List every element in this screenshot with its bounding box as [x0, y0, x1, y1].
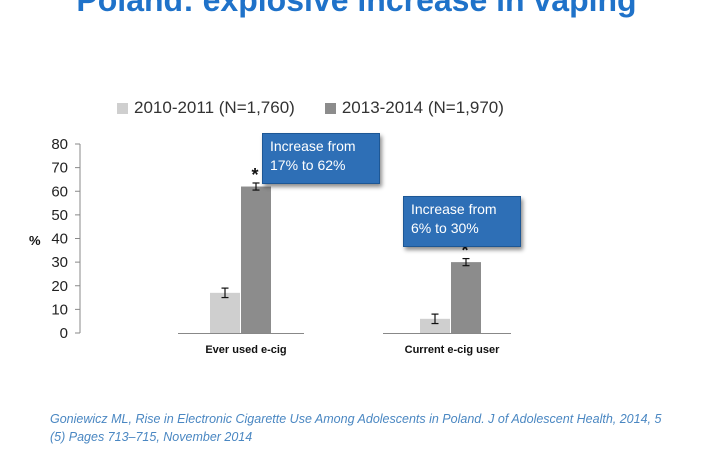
chart-legend: 2010-2011 (N=1,760) 2013-2014 (N=1,970): [117, 98, 534, 118]
legend-label-series-2: 2013-2014 (N=1,970): [341, 98, 504, 117]
y-tick-label: 60: [51, 183, 68, 200]
citation: Goniewicz ML, Rise in Electronic Cigaret…: [50, 412, 662, 444]
legend-item-series-1: 2010-2011 (N=1,760): [117, 98, 295, 118]
x-category-label: Ever used e-cig: [205, 344, 286, 356]
slide-title: Poland: explosive increase in vaping: [76, 0, 637, 18]
callout-ever-used: Increase from 17% to 62%: [262, 133, 380, 184]
bar-1-cat-1: [210, 292, 240, 333]
bar-1-cat-2: [420, 318, 450, 333]
legend-label-series-1: 2010-2011 (N=1,760): [134, 98, 295, 117]
y-axis-label: %: [29, 233, 41, 248]
y-tick-label: 20: [51, 278, 68, 295]
bar-2-cat-1: [241, 186, 271, 333]
y-tick-label: 50: [51, 207, 68, 224]
legend-item-series-2: 2013-2014 (N=1,970): [324, 98, 504, 118]
y-tick-label: 40: [51, 231, 68, 248]
significance-marker: *: [251, 165, 258, 185]
x-category-label: Current e-cig user: [405, 344, 500, 356]
bar-2-cat-2: [451, 262, 481, 333]
legend-swatch-series-2: [324, 102, 336, 114]
y-tick-label: 30: [51, 254, 68, 271]
legend-swatch-series-1: [117, 102, 128, 114]
significance-marker: *: [461, 241, 468, 261]
y-tick-label: 70: [51, 160, 68, 177]
y-tick-label: 0: [60, 325, 68, 342]
y-tick-label: 10: [51, 301, 68, 318]
callout-current-user: Increase from 6% to 30%: [403, 196, 521, 247]
y-tick-label: 80: [51, 136, 68, 153]
